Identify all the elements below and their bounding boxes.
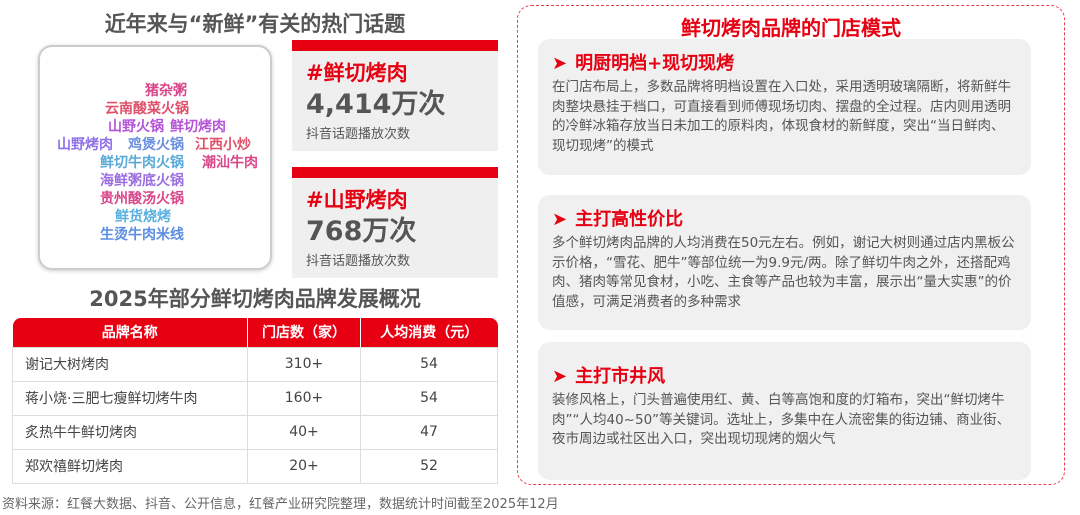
cloud-word: 山野烤肉 (57, 137, 113, 153)
store-count-cell: 40+ (247, 414, 361, 450)
store-count-cell: 160+ (247, 380, 361, 416)
table-row: 郑欢禧鲜切烤肉 20+ 52 (12, 448, 498, 484)
table-row: 谢记大树烤肉 310+ 54 (12, 346, 498, 382)
cloud-word: 鲜切烤肉 (170, 119, 226, 135)
topic-views: 4,414万次 (306, 89, 446, 120)
topic-card: #鲜切烤肉 4,414万次 抖音话题播放次数 (292, 40, 498, 151)
cloud-word: 贵州酸汤火锅 (100, 191, 184, 207)
topic-card: #山野烤肉 768万次 抖音话题播放次数 (292, 167, 498, 278)
section-heading: 主打高性价比 (575, 209, 684, 230)
cloud-word: 山野火锅 (108, 119, 164, 135)
section-text: 装修风格上，门头普遍使用红、黄、白等高饱和度的灯箱布，突出“鲜切烤牛肉”“人均4… (552, 392, 1011, 447)
cloud-word: 云南酸菜火锅 (105, 101, 189, 117)
topic-caption: 抖音话题播放次数 (306, 127, 411, 142)
word-cloud-title: 近年来与“新鲜”有关的热门话题 (104, 12, 406, 36)
table-row: 炙热牛牛鲜切烤肉 40+ 47 (12, 414, 498, 450)
column-header: 人均消费（元） (360, 318, 498, 347)
word-cloud: 猪杂粥云南酸菜火锅 山野火锅 鲜切烤肉山野烤肉 鸡煲火锅 江西小炒 鲜切牛肉火锅 潮汕牛肉海… (38, 45, 272, 270)
cloud-word: 鲜切牛肉火锅 (100, 155, 184, 171)
section-box: ➤ 主打市井风 装修风格上，门头普遍使用红、黄、白等高饱和度的灯箱布，突出“鲜切烤… (538, 342, 1031, 480)
brand-name-cell: 谢记大树烤肉 (12, 346, 248, 382)
store-count-cell: 310+ (247, 346, 361, 382)
cloud-word: 鸡煲火锅 (128, 137, 184, 153)
arrow-icon: ➤ (552, 209, 568, 230)
avg-spend-cell: 54 (360, 346, 498, 382)
cloud-word: 生烫牛肉米线 (100, 227, 184, 243)
store-model-panel: 鲜切烤肉品牌的门店模式 ➤ 明厨明档+现切现烤 在门店布局上，多数品牌将明档设置在… (517, 5, 1065, 485)
section-heading: 主打市井风 (575, 366, 666, 387)
cloud-word: 江西小炒 (195, 137, 251, 153)
section-box: ➤ 主打高性价比 多个鲜切烤肉品牌的人均消费在50元左右。例如，谢记大树则通过店内… (538, 195, 1031, 330)
cloud-word: 猪杂粥 (145, 83, 187, 99)
section-text: 多个鲜切烤肉品牌的人均消费在50元左右。例如，谢记大树则通过店内黑板公示价格，“… (552, 235, 1015, 310)
topic-caption: 抖音话题播放次数 (306, 254, 411, 269)
brand-name-cell: 郑欢禧鲜切烤肉 (12, 448, 248, 484)
section-text: 在门店布局上，多数品牌将明档设置在入口处，采用透明玻璃隔断，将新鲜牛肉整块悬挂于… (552, 79, 1011, 154)
avg-spend-cell: 52 (360, 448, 498, 484)
cloud-word: 海鲜粥底火锅 (100, 173, 184, 189)
section-box: ➤ 明厨明档+现切现烤 在门店布局上，多数品牌将明档设置在入口处，采用透明玻璃隔断… (538, 39, 1031, 175)
panel-title: 鲜切烤肉品牌的门店模式 (681, 16, 901, 40)
table-row: 蒋小烧·三肥七瘦鲜切烤牛肉 160+ 54 (12, 380, 498, 416)
arrow-icon: ➤ (552, 366, 568, 387)
section-heading: 明厨明档+现切现烤 (575, 53, 735, 74)
store-count-cell: 20+ (247, 448, 361, 484)
cloud-word: 鲜货烧烤 (115, 209, 171, 225)
brand-name-cell: 炙热牛牛鲜切烤肉 (12, 414, 248, 450)
source-note: 资料来源：红餐大数据、抖音、公开信息，红餐产业研究院整理，数据统计时间截至202… (2, 497, 559, 512)
avg-spend-cell: 54 (360, 380, 498, 416)
topic-views: 768万次 (306, 216, 417, 247)
arrow-icon: ➤ (552, 53, 568, 74)
brand-name-cell: 蒋小烧·三肥七瘦鲜切烤牛肉 (12, 380, 248, 416)
topic-tag: #山野烤肉 (306, 188, 408, 212)
cloud-word: 潮汕牛肉 (202, 155, 258, 171)
table-title: 2025年部分鲜切烤肉品牌发展概况 (89, 287, 421, 311)
column-header: 门店数（家） (247, 318, 361, 347)
brand-table: 品牌名称 门店数（家） 人均消费（元） 谢记大树烤肉 310+ 54 蒋小烧·三肥七瘦… (12, 318, 498, 484)
column-header: 品牌名称 (12, 318, 248, 347)
avg-spend-cell: 47 (360, 414, 498, 450)
topic-tag: #鲜切烤肉 (306, 61, 408, 85)
